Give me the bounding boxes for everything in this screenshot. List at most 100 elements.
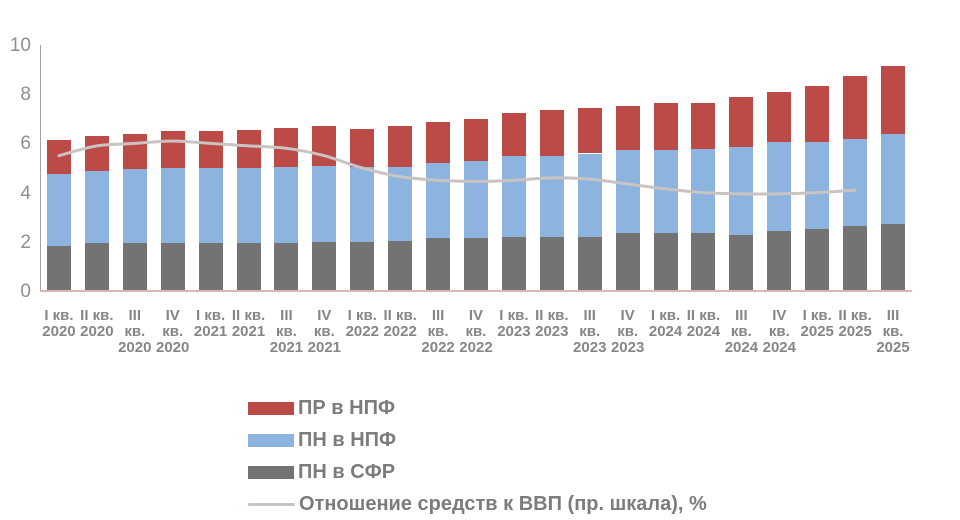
bar-segment xyxy=(843,76,868,139)
bar-segment xyxy=(843,138,868,227)
bar-segment xyxy=(501,155,526,238)
bar-column xyxy=(615,105,640,290)
bar-segment xyxy=(653,149,678,234)
bar-segment xyxy=(539,110,564,156)
bar-column xyxy=(539,110,564,290)
bar-column xyxy=(881,66,906,290)
x-axis-category-label: III кв. 2021 xyxy=(269,307,304,356)
y-tick-label: 6 xyxy=(20,133,31,155)
x-axis-category-label: II кв. 2025 xyxy=(838,307,872,340)
legend-label: Отношение средств к ВВП (пр. шкала), % xyxy=(299,492,707,515)
x-axis-category-label: IV кв. 2021 xyxy=(307,307,342,356)
bar-segment xyxy=(122,133,147,170)
bar-segment xyxy=(426,163,451,239)
bar-segment xyxy=(805,228,830,290)
bar-segment xyxy=(767,142,792,231)
bar-column xyxy=(46,139,71,290)
bar-segment xyxy=(805,142,830,229)
x-axis-category-label: III кв. 2022 xyxy=(421,307,455,356)
bar-segment xyxy=(615,105,640,150)
bar-segment xyxy=(577,237,602,290)
bar-column xyxy=(312,126,337,290)
bar-segment xyxy=(198,243,223,290)
bar-segment xyxy=(881,133,906,224)
y-tick-label: 4 xyxy=(20,182,31,204)
bar-segment xyxy=(274,167,299,244)
plot-area xyxy=(40,45,912,292)
bar-segment xyxy=(843,226,868,290)
legend-label: ПН в НПФ xyxy=(298,428,397,451)
y-tick-label: 10 xyxy=(9,35,31,56)
bar-segment xyxy=(312,165,337,243)
bar-segment xyxy=(767,91,792,143)
y-axis-line xyxy=(40,45,41,291)
bar-column xyxy=(388,126,413,290)
gdp-ratio-path xyxy=(57,139,857,196)
bar-segment xyxy=(84,170,109,244)
bars-group xyxy=(40,45,912,291)
legend: ПР в НПФ ПН в НПФ ПН в СФР Отношение средст… xyxy=(248,392,707,520)
bar-segment xyxy=(577,153,602,238)
bar-column xyxy=(464,119,488,290)
legend-color-swatch xyxy=(248,465,294,479)
bar-segment xyxy=(46,245,71,290)
bar-segment xyxy=(236,243,261,290)
bar-segment xyxy=(501,237,526,290)
bar-column xyxy=(843,76,868,290)
bar-column xyxy=(426,121,451,290)
x-axis-category-label: IV кв. 2020 xyxy=(156,307,190,356)
bar-segment xyxy=(236,168,261,244)
bar-segment xyxy=(122,169,147,244)
bar-segment xyxy=(312,242,337,290)
legend-color-swatch xyxy=(248,433,294,447)
bar-segment xyxy=(729,96,754,148)
x-axis-category-label: I кв. 2020 xyxy=(42,307,76,340)
bar-segment xyxy=(539,155,564,238)
x-axis-category-label: I кв. 2022 xyxy=(345,307,379,340)
bar-segment xyxy=(767,230,792,290)
bar-segment xyxy=(236,130,261,169)
x-axis-category-label: I кв. 2024 xyxy=(648,307,683,340)
bar-segment xyxy=(274,243,299,290)
bar-segment xyxy=(805,85,830,143)
bar-segment xyxy=(881,223,906,290)
bar-segment xyxy=(881,66,906,134)
bar-column xyxy=(160,131,185,290)
bar-column xyxy=(767,91,792,290)
bar-column xyxy=(653,103,678,290)
bar-column xyxy=(805,85,830,290)
legend-label: ПН в СФР xyxy=(298,460,396,483)
x-axis-category-label: II кв. 2020 xyxy=(80,307,114,340)
x-axis-category-label: II кв. 2024 xyxy=(686,307,721,340)
legend-item: ПР в НПФ xyxy=(248,392,707,424)
x-axis-category-label: IV кв. 2022 xyxy=(459,307,493,356)
x-axis-category-label: III кв. 2024 xyxy=(724,307,759,356)
bar-segment xyxy=(198,131,223,169)
bar-column xyxy=(236,130,261,290)
bar-segment xyxy=(615,149,640,234)
x-axis-category-label: I кв. 2023 xyxy=(497,307,531,340)
bar-segment xyxy=(464,238,488,290)
bar-column xyxy=(84,136,109,290)
legend-item: ПН в НПФ xyxy=(248,424,707,456)
bar-segment xyxy=(501,112,526,156)
x-axis-category-label: III кв. 2025 xyxy=(876,307,910,356)
legend-line-swatch xyxy=(248,502,295,506)
y-tick-label: 2 xyxy=(20,231,31,253)
bar-column xyxy=(501,112,526,290)
bar-segment xyxy=(691,103,716,149)
bar-segment xyxy=(691,233,716,290)
bar-segment xyxy=(653,233,678,290)
x-axis-category-label: IV кв. 2023 xyxy=(610,307,645,356)
bar-segment xyxy=(729,234,754,290)
bar-segment xyxy=(653,103,678,150)
bar-segment xyxy=(350,167,375,243)
bar-segment xyxy=(464,160,488,239)
bar-column xyxy=(577,107,602,290)
bar-segment xyxy=(388,126,413,167)
legend-color-swatch xyxy=(248,401,294,415)
bar-segment xyxy=(350,128,375,167)
bar-segment xyxy=(426,238,451,290)
legend-item: Отношение средств к ВВП (пр. шкала), % xyxy=(248,488,707,520)
